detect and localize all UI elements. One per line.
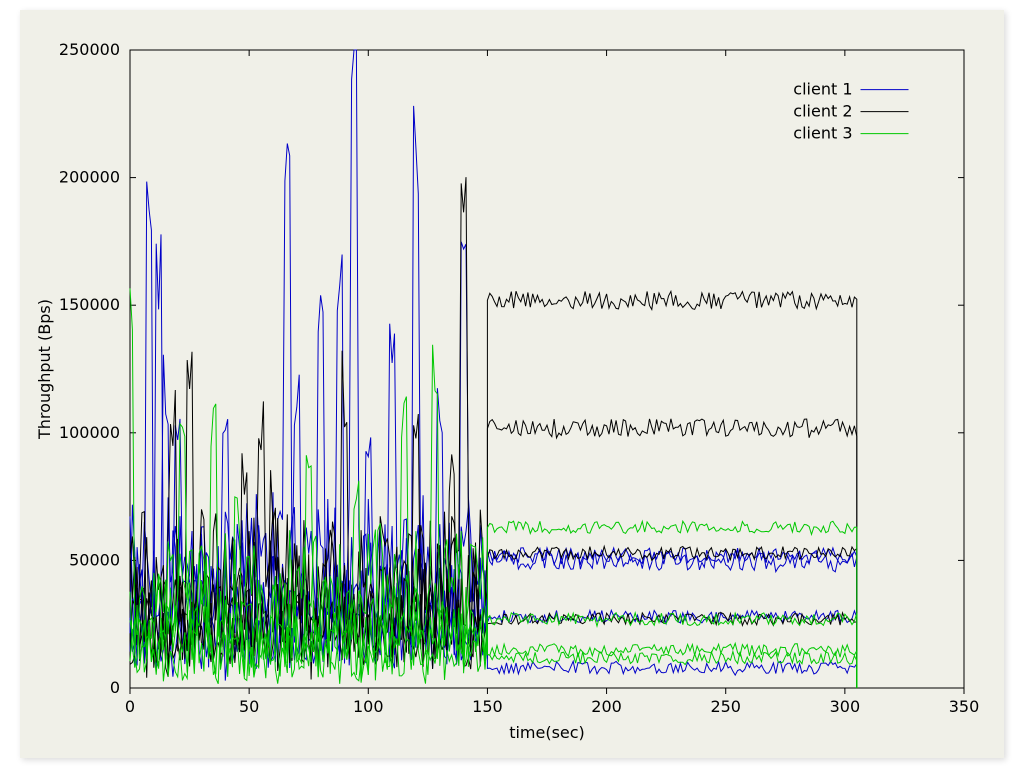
xtick-label: 250 [710,697,741,716]
ytick-label: 50000 [69,550,120,569]
legend-label: client 3 [793,124,852,143]
xtick-label: 50 [239,697,259,716]
y-axis-label: Throughput (Bps) [35,299,54,440]
legend-label: client 2 [793,102,852,121]
throughput-chart: 0 50 100 150 200 250 300 350 0 50000 100000 150000 2… [20,10,1004,758]
ytick-label: 100000 [59,423,120,442]
xtick-label: 0 [125,697,135,716]
ytick-label: 150000 [59,295,120,314]
chart-svg: 0 50 100 150 200 250 300 350 0 50000 100000 150000 2… [20,10,1004,758]
ytick-label: 0 [110,678,120,697]
legend-label: client 1 [793,80,852,99]
xtick-label: 150 [472,697,503,716]
xtick-label: 200 [591,697,622,716]
x-axis-label: time(sec) [509,723,585,742]
ytick-label: 200000 [59,168,120,187]
xtick-label: 100 [353,697,384,716]
xtick-label: 350 [949,697,980,716]
ytick-label: 250000 [59,40,120,59]
xtick-label: 300 [830,697,861,716]
